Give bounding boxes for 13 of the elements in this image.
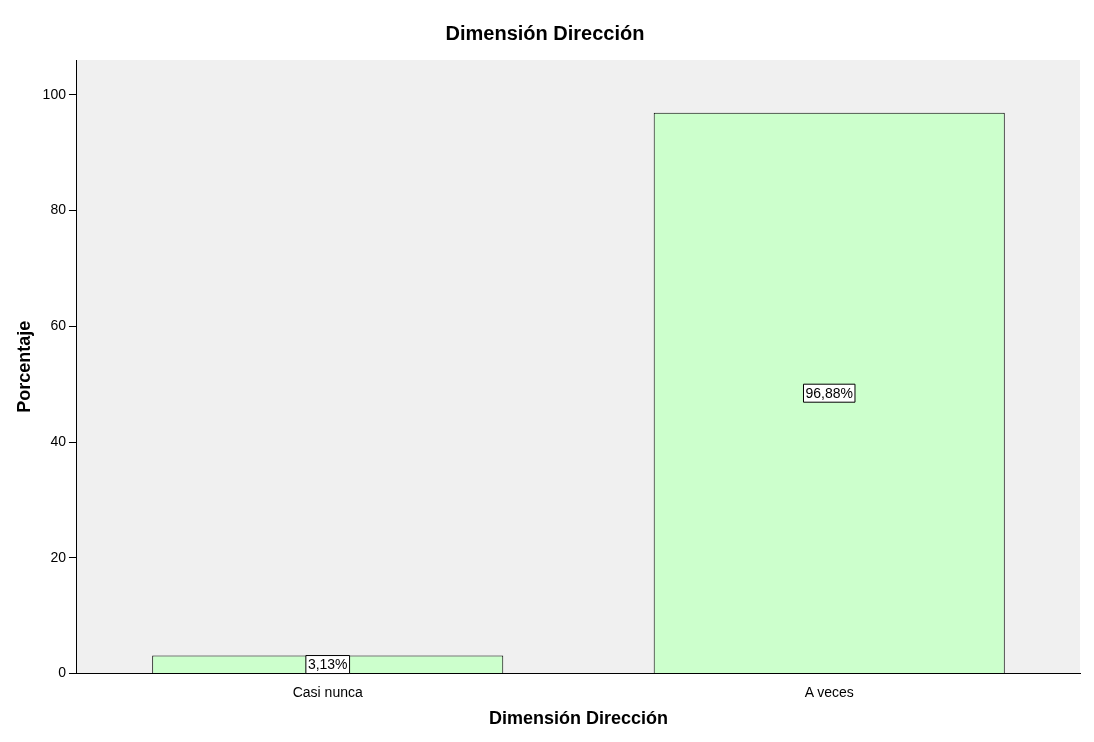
y-tick-label: 20 — [50, 548, 67, 565]
y-tick-label: 100 — [42, 85, 67, 102]
y-tick-label: 80 — [50, 201, 67, 218]
x-tick-label: A veces — [804, 683, 854, 700]
y-tick-label: 0 — [58, 664, 67, 681]
chart-title: Dimensión Dirección — [445, 21, 645, 44]
y-tick-label: 40 — [50, 432, 67, 449]
x-axis-title: Dimensión Dirección — [488, 708, 668, 729]
data-label: 96,88% — [805, 385, 853, 402]
x-tick-label: Casi nunca — [292, 683, 363, 700]
data-label: 3,13% — [307, 656, 348, 673]
y-axis-title: Porcentaje — [13, 320, 34, 413]
y-tick-label: 60 — [50, 317, 67, 334]
